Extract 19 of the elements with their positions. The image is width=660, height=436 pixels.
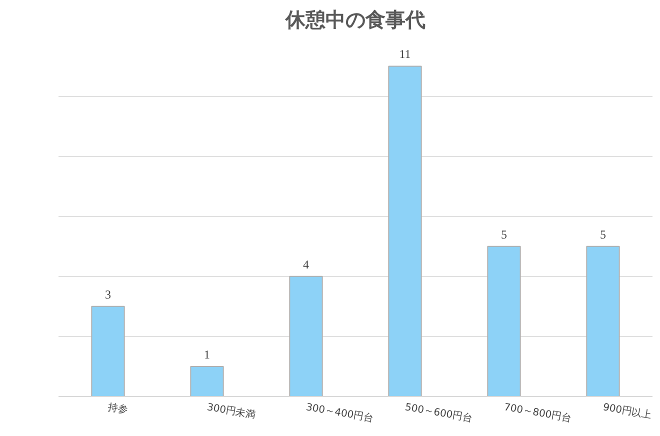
- data-label: 3: [105, 287, 111, 302]
- x-tick-label: 300～400円台: [305, 401, 374, 424]
- bar: [91, 306, 125, 396]
- bar: [586, 246, 620, 396]
- chart-title: 休憩中の食事代: [284, 8, 426, 32]
- bar: [289, 276, 323, 396]
- data-label: 11: [399, 47, 411, 62]
- x-tick-label: 持参: [107, 401, 129, 416]
- x-tick-label: 300円未満: [206, 401, 256, 422]
- bar: [190, 366, 224, 396]
- bar: [388, 66, 422, 396]
- data-label: 5: [600, 227, 606, 242]
- data-label: 1: [204, 347, 210, 362]
- x-tick-label: 500～600円台: [404, 401, 474, 424]
- x-tick-label: 900円以上: [602, 401, 652, 422]
- data-label: 5: [501, 227, 507, 242]
- x-tick-label: 700～800円台: [503, 401, 572, 424]
- bar: [487, 246, 521, 396]
- data-label: 4: [303, 257, 309, 272]
